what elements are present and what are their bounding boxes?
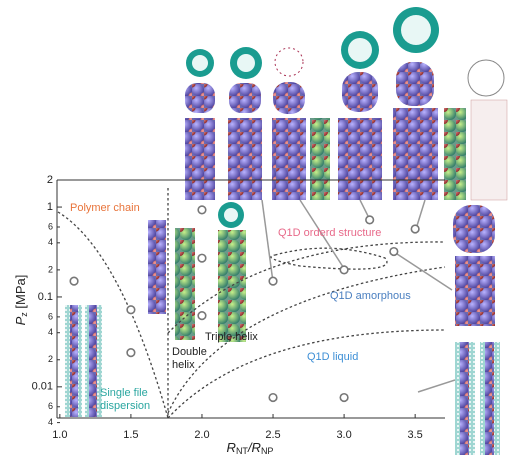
- chart: 1.0 1.5 2.0 2.5 3.0 3.5 2 1 6 4 2 0.1 6 4 2 0.01 6 4 RNT/R…: [0, 0, 509, 459]
- x-tick-label: 1.5: [123, 429, 138, 441]
- point: [127, 349, 135, 357]
- point: [411, 225, 419, 233]
- x-tick-label: 2.0: [194, 429, 209, 441]
- point: [340, 266, 348, 274]
- point: [269, 277, 277, 285]
- point: [390, 248, 398, 256]
- point: [340, 394, 348, 402]
- y-tick-label: 2: [48, 354, 53, 364]
- point: [198, 312, 206, 320]
- annotation: Double: [172, 346, 207, 358]
- point: [269, 394, 277, 402]
- y-tick-label: 4: [48, 237, 53, 247]
- boundaries: [58, 188, 445, 418]
- annotation: dispersion: [100, 400, 150, 412]
- y-tick-label: 1: [47, 201, 53, 213]
- x-axis-label-part: /R: [247, 440, 261, 455]
- y-axis-label: Pz [MPa]: [13, 275, 29, 326]
- annotation: Triple helix: [205, 331, 258, 343]
- annotation: Q1D amorphous: [330, 290, 411, 302]
- y-tick-label: 2: [47, 174, 53, 186]
- point: [198, 254, 206, 262]
- x-tick-label: 3.5: [408, 429, 423, 441]
- x-axis-label: RNT/RNP: [227, 440, 274, 456]
- x-tick-label: 3.0: [336, 429, 351, 441]
- y-tick-label: 6: [48, 311, 53, 321]
- y-tick-label: 6: [48, 401, 53, 411]
- x-tick-label: 1.0: [52, 429, 67, 441]
- y-axis-label-part: [MPa]: [13, 275, 28, 313]
- point: [198, 206, 206, 214]
- y-tick-label: 0.1: [38, 291, 53, 303]
- y-tick-label: 4: [48, 417, 53, 427]
- annotation: Single file: [100, 387, 148, 399]
- annotation: Q1D orderd structure: [278, 227, 381, 239]
- annotation: helix: [172, 359, 195, 371]
- y-tick-label: 6: [48, 221, 53, 231]
- point: [70, 277, 78, 285]
- y-tick-label: 4: [48, 327, 53, 337]
- annotation: Q1D liquid: [307, 351, 358, 363]
- x-axis-label-part: NT: [236, 446, 248, 456]
- y-axis-label-part: P: [13, 316, 28, 325]
- page: {"chart_data":{"type":"scatter", "x":[1.…: [0, 0, 509, 459]
- point: [127, 306, 135, 314]
- x-axis-label-part: NP: [261, 446, 274, 456]
- x-axis-label-part: R: [227, 440, 236, 455]
- y-tick-label: 0.01: [32, 381, 53, 393]
- x-tick-label: 2.5: [265, 429, 280, 441]
- y-tick-label: 2: [48, 264, 53, 274]
- annotation: Polymer chain: [70, 202, 140, 214]
- point: [366, 216, 374, 224]
